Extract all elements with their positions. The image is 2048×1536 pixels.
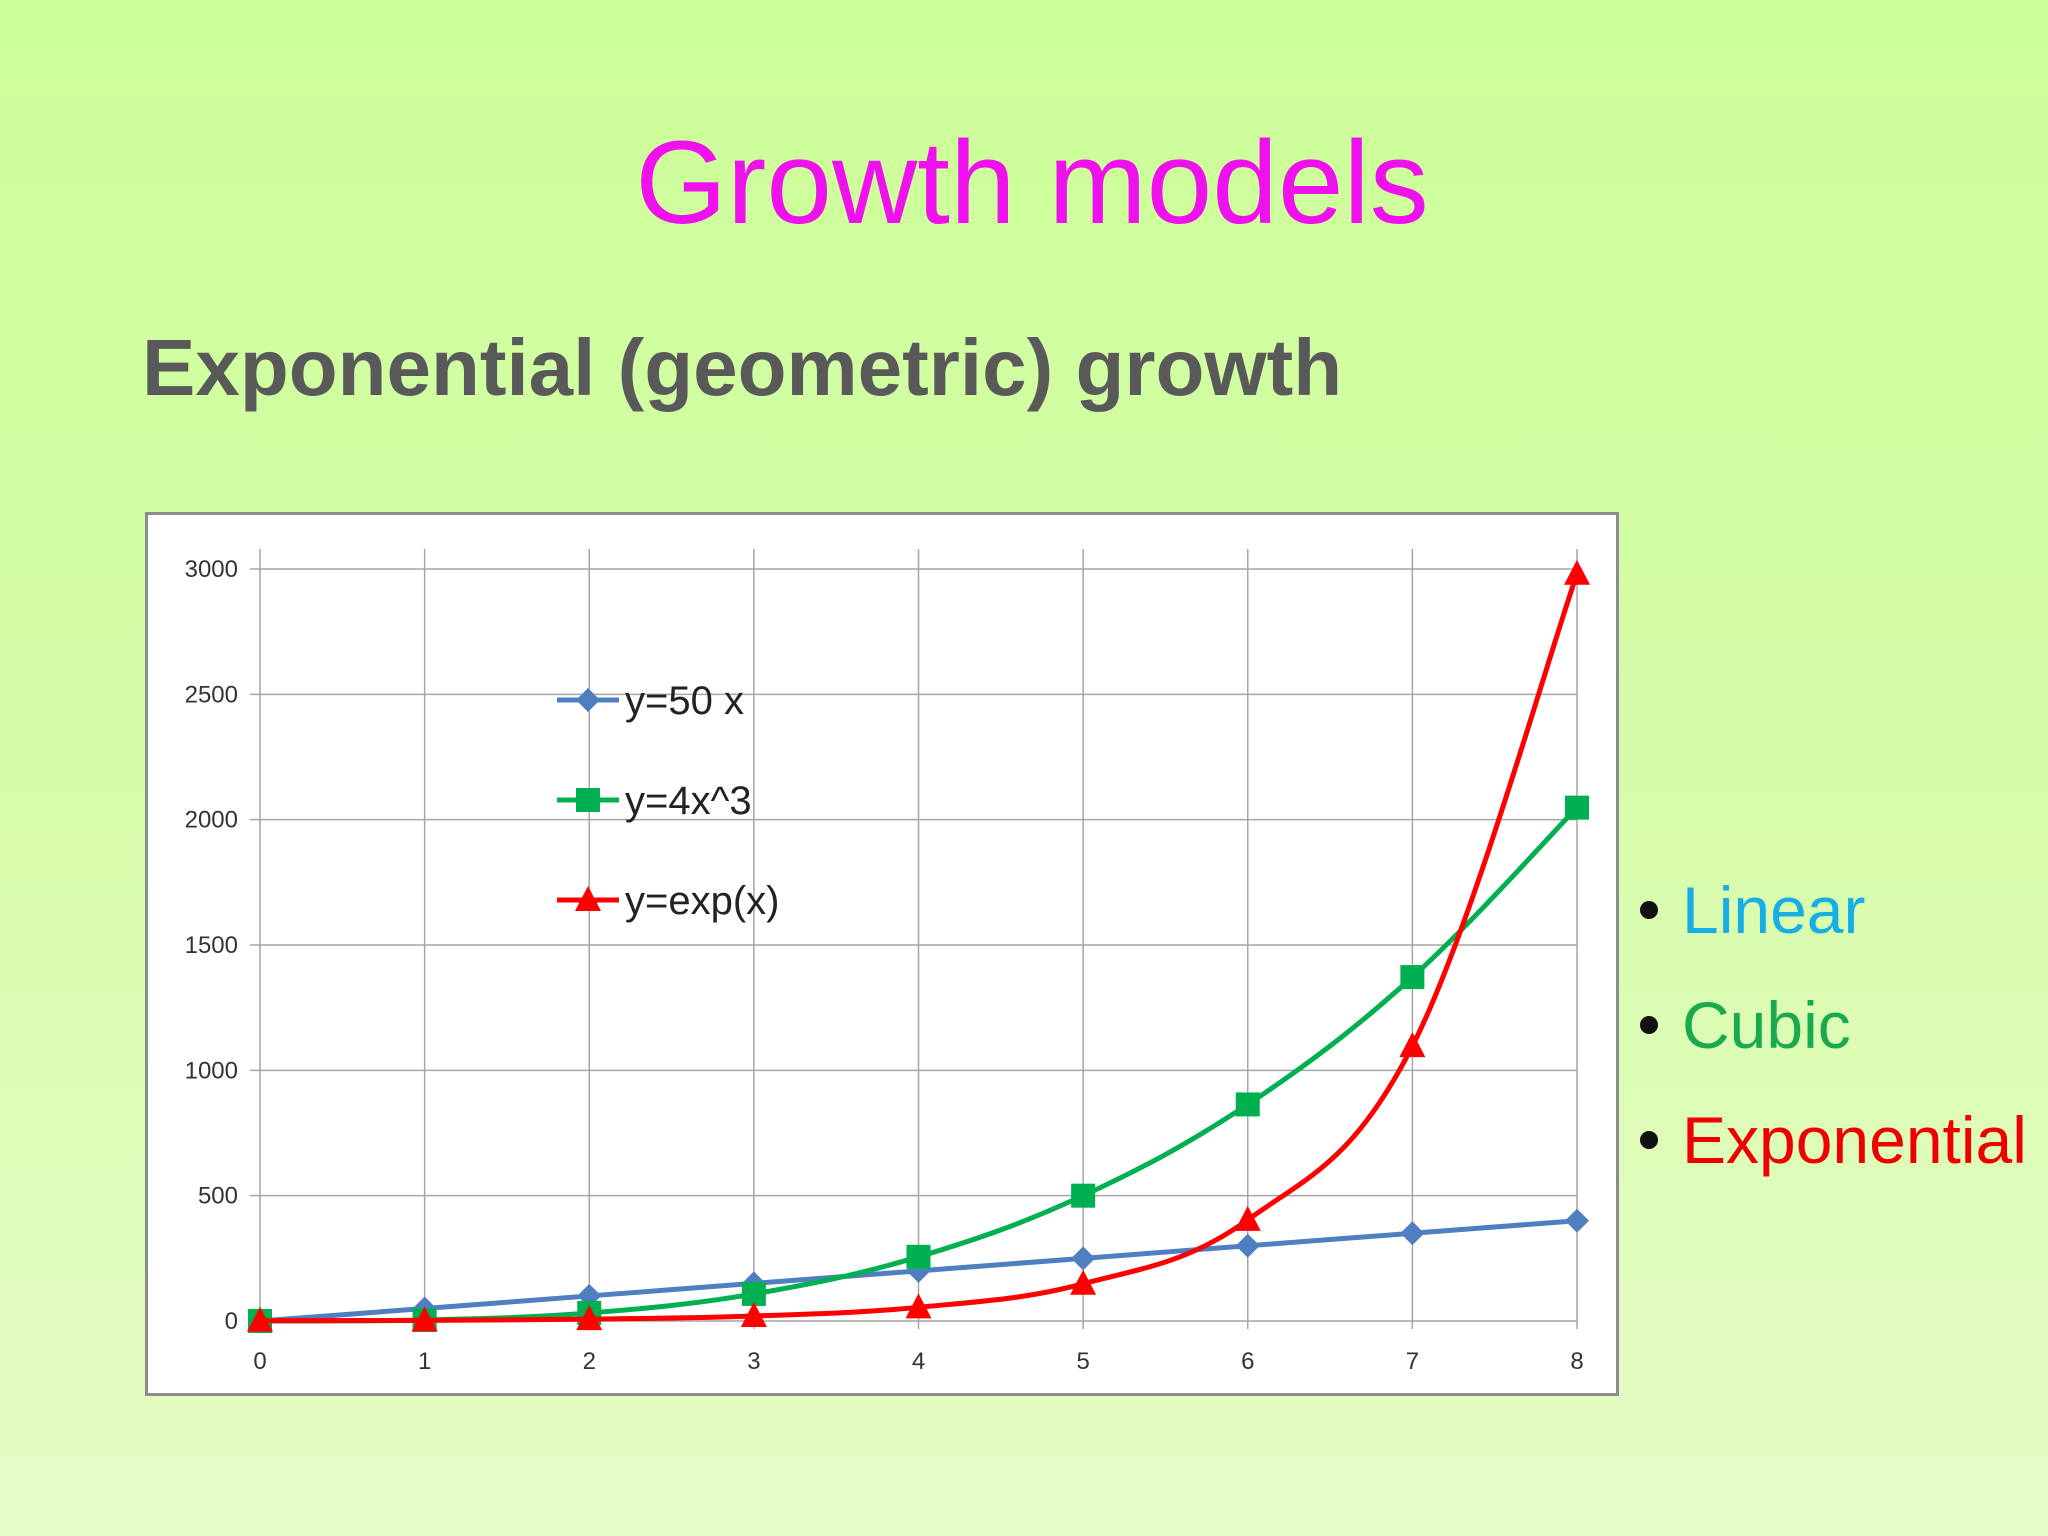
data-point-triangle bbox=[1234, 1205, 1261, 1231]
bullet-dot-icon bbox=[1640, 1015, 1658, 1034]
bullet-label-linear: Linear bbox=[1682, 872, 1866, 947]
legend-label: y=50 x bbox=[625, 679, 744, 723]
slide-title: Growth models bbox=[635, 117, 1429, 249]
data-point-triangle bbox=[411, 1306, 438, 1332]
x-tick-label: 6 bbox=[1241, 1348, 1254, 1375]
bullet-label-exponential: Exponential bbox=[1682, 1102, 2027, 1177]
grid-lines bbox=[250, 549, 1578, 1329]
chart-legend: y=50 x y=4x^3 y=exp(x) bbox=[557, 679, 780, 923]
x-tick-label: 7 bbox=[1406, 1348, 1419, 1375]
x-tick-label: 0 bbox=[253, 1348, 266, 1375]
data-point-triangle bbox=[905, 1293, 932, 1319]
x-tick-label: 5 bbox=[1076, 1348, 1089, 1375]
growth-chart: 0 500 1000 1500 2000 2500 3000 0 1 2 3 4 5 6 7 8 y=50 x… bbox=[185, 549, 1590, 1375]
legend-label: y=exp(x) bbox=[625, 879, 780, 923]
data-point-triangle bbox=[576, 1305, 603, 1331]
x-tick-label: 2 bbox=[583, 1348, 596, 1375]
y-tick-label: 1000 bbox=[185, 1057, 238, 1084]
data-point-diamond bbox=[1565, 1208, 1589, 1233]
data-point-square bbox=[1565, 795, 1589, 820]
bullet-dot-icon bbox=[1640, 900, 1658, 919]
series-line-triangle bbox=[259, 572, 1580, 1324]
slide-subtitle: Exponential (geometric) growth bbox=[142, 323, 1343, 412]
legend-marker-triangle bbox=[575, 886, 601, 911]
y-tick-label: 1500 bbox=[185, 932, 238, 959]
legend-marker-diamond bbox=[576, 688, 600, 712]
x-tick-label: 1 bbox=[418, 1348, 431, 1375]
bullet-list: Linear Cubic Exponential bbox=[1640, 852, 2027, 1197]
bullet-label-cubic: Cubic bbox=[1682, 987, 1851, 1062]
data-point-triangle bbox=[247, 1306, 273, 1332]
x-tick-label: 4 bbox=[912, 1348, 925, 1375]
data-point-diamond bbox=[1071, 1246, 1096, 1271]
bullet-cubic: Cubic bbox=[1640, 967, 2027, 1082]
data-point-square bbox=[906, 1244, 931, 1269]
data-point-diamond bbox=[1400, 1221, 1425, 1246]
x-tick-label: 8 bbox=[1570, 1348, 1583, 1375]
legend-label: y=4x^3 bbox=[625, 779, 752, 823]
data-point-square bbox=[1235, 1092, 1260, 1117]
y-tick-label: 3000 bbox=[185, 556, 238, 583]
x-tick-label: 3 bbox=[747, 1348, 760, 1375]
bullet-dot-icon bbox=[1640, 1130, 1658, 1149]
data-point-diamond bbox=[1235, 1233, 1260, 1258]
tick-labels: 0 500 1000 1500 2000 2500 3000 0 1 2 3 4 5 6 7 8 bbox=[185, 556, 1584, 1375]
y-tick-label: 2500 bbox=[185, 681, 238, 708]
data-point-square bbox=[1071, 1183, 1096, 1208]
chart-frame: 0 500 1000 1500 2000 2500 3000 0 1 2 3 4 5 6 7 8 y=50 x… bbox=[145, 512, 1619, 1396]
data-point-triangle bbox=[1564, 559, 1590, 585]
y-tick-label: 500 bbox=[198, 1183, 238, 1210]
series-lines bbox=[247, 559, 1590, 1333]
data-point-square bbox=[1400, 965, 1425, 990]
bullet-linear: Linear bbox=[1640, 852, 2027, 967]
legend-marker-square bbox=[576, 788, 600, 812]
data-point-triangle bbox=[1070, 1269, 1097, 1295]
y-tick-label: 0 bbox=[225, 1308, 238, 1335]
data-point-square bbox=[741, 1281, 766, 1306]
data-point-triangle bbox=[1399, 1032, 1426, 1058]
bullet-exponential: Exponential bbox=[1640, 1082, 2027, 1197]
data-point-triangle bbox=[740, 1301, 767, 1327]
y-tick-label: 2000 bbox=[185, 807, 238, 834]
